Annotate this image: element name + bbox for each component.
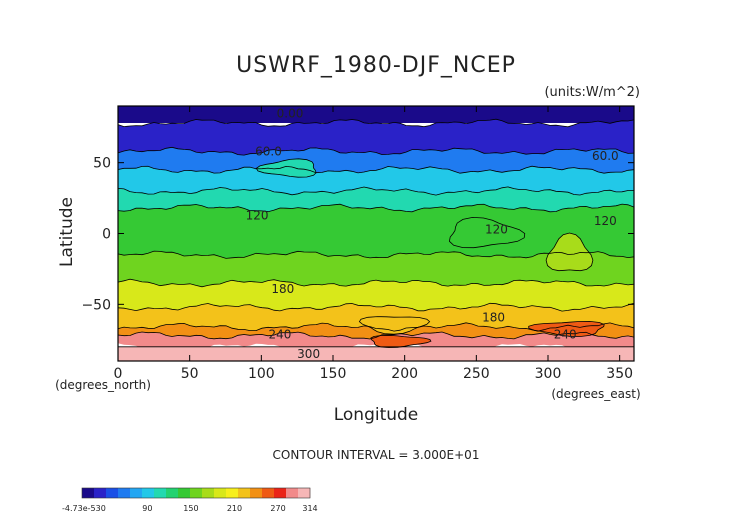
y-unit-note: (degrees_north) xyxy=(55,378,151,392)
band-fill xyxy=(118,346,634,361)
colorbar xyxy=(81,487,311,499)
colorbar-tick-label: 210 xyxy=(227,504,242,513)
contour-line xyxy=(117,186,634,196)
colorbar-labels: -4.73e-530 90 150 210 270 314 xyxy=(62,504,318,513)
chart-title: USWRF_1980-DJF_NCEP xyxy=(236,53,516,78)
contour-value-label: 120 xyxy=(485,223,508,237)
colorbar-frame xyxy=(81,487,311,499)
x-tick-label: 300 xyxy=(535,366,562,382)
contour-interval-note: CONTOUR INTERVAL = 3.000E+01 xyxy=(273,448,480,462)
colorbar-swatch xyxy=(238,488,251,498)
feature-patch xyxy=(448,216,526,249)
colorbar-swatch xyxy=(106,488,119,498)
band-fill xyxy=(118,279,634,312)
band-fill xyxy=(118,204,634,259)
y-tick-label: 0 xyxy=(102,227,111,243)
x-unit-note: (degrees_east) xyxy=(551,387,640,401)
colorbar-swatch xyxy=(298,488,311,498)
contour-value-label: 0.00 xyxy=(277,106,304,120)
units-label: (units:W/m^2) xyxy=(544,85,640,100)
contour-line xyxy=(117,146,635,156)
colorbar-swatch xyxy=(82,488,95,498)
contour-line xyxy=(117,165,635,174)
feature-patch xyxy=(370,334,432,349)
contour-value-label: 60.0 xyxy=(255,145,282,159)
feature-patch xyxy=(358,316,431,335)
band-fill xyxy=(118,186,634,212)
colorbar-swatch xyxy=(190,488,203,498)
colorbar-tick-label: 90 xyxy=(142,504,152,513)
contour-value-label: 240 xyxy=(269,327,292,341)
colorbar-swatch xyxy=(166,488,179,498)
contour-value-label: 300 xyxy=(297,347,320,361)
contour-line xyxy=(117,331,635,340)
contour-value-label: 180 xyxy=(482,310,505,324)
x-axis-label: Longitude xyxy=(334,405,419,425)
x-tick-label: 50 xyxy=(181,366,199,382)
y-tick-label: −50 xyxy=(81,297,111,313)
contour-line xyxy=(117,278,635,288)
band-fill xyxy=(118,119,634,156)
colorbar-swatch xyxy=(262,488,275,498)
colorbar-swatch xyxy=(94,488,107,498)
colorbar-swatch xyxy=(274,488,287,498)
feature-patch xyxy=(255,158,317,178)
contour-line xyxy=(117,203,635,213)
contour-line xyxy=(117,250,635,259)
y-tick-label: 50 xyxy=(93,156,111,172)
colorbar-tick-label: 270 xyxy=(270,504,285,513)
contour-line xyxy=(117,302,635,312)
x-tick-label: 250 xyxy=(463,366,490,382)
x-tick-label: 150 xyxy=(320,366,347,382)
contour-value-label: 60.0 xyxy=(592,149,619,163)
x-axis-ticks: 0 50 100 150 200 250 300 350 xyxy=(114,106,633,382)
contour-value-label: 180 xyxy=(271,282,294,296)
y-axis-ticks: 50 0 −50 xyxy=(81,156,634,313)
colorbar-swatch xyxy=(202,488,215,498)
contour-value-label: 240 xyxy=(554,327,577,341)
contour-value-label: 120 xyxy=(594,214,617,228)
band-fill xyxy=(118,106,634,123)
band-fill xyxy=(118,147,634,174)
colorbar-tick-label: 150 xyxy=(183,504,198,513)
colorbar-swatch xyxy=(178,488,191,498)
band-fill xyxy=(118,166,634,196)
colorbar-swatch xyxy=(226,488,239,498)
colorbar-swatch xyxy=(154,488,167,498)
colorbar-swatch xyxy=(118,488,131,498)
x-tick-label: 0 xyxy=(114,366,123,382)
map-fill-layer xyxy=(118,106,634,361)
colorbar-min-label: -4.73e-530 xyxy=(62,504,106,513)
contour-line xyxy=(117,322,635,332)
x-tick-label: 350 xyxy=(606,366,633,382)
feature-patch xyxy=(545,232,594,272)
colorbar-swatch xyxy=(250,488,263,498)
contour-labels: 0.00 60.0 60.0 120 120 120 180 180 240 240 300 xyxy=(246,106,619,361)
x-tick-label: 100 xyxy=(248,366,275,382)
colorbar-tick-label: 314 xyxy=(302,504,317,513)
band-fill xyxy=(118,251,634,287)
contour-value-label: 120 xyxy=(246,208,269,222)
contour-line xyxy=(117,118,635,128)
colorbar-swatch xyxy=(214,488,227,498)
x-tick-label: 200 xyxy=(391,366,418,382)
colorbar-swatch xyxy=(286,488,299,498)
y-axis-label: Latitude xyxy=(57,197,77,267)
contour-lines xyxy=(117,118,635,348)
colorbar-swatch xyxy=(142,488,155,498)
colorbar-swatch xyxy=(130,488,143,498)
